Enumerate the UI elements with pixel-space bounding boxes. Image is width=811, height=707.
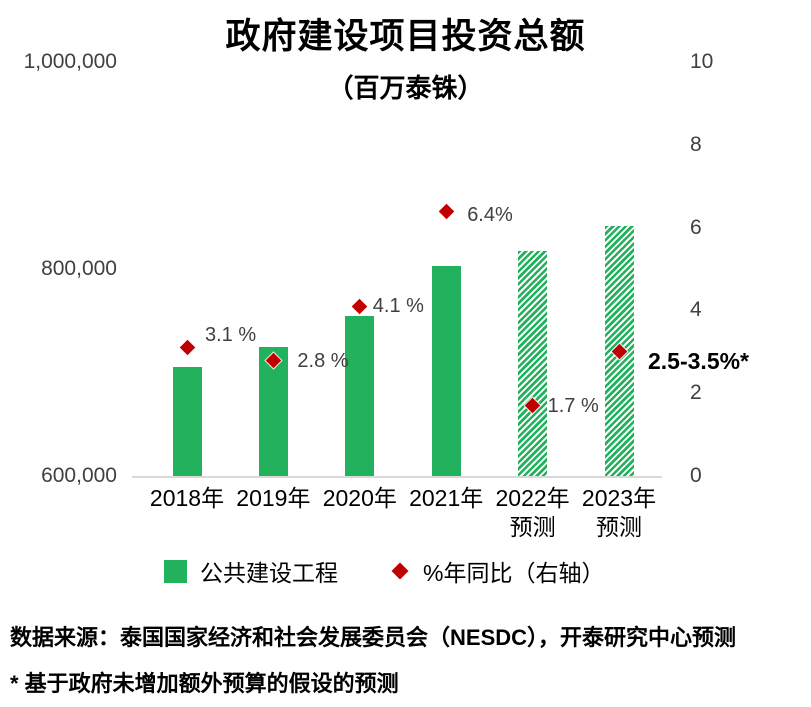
green-square-icon	[164, 559, 187, 583]
legend-item-public-construction: 公共建设工程	[164, 554, 338, 588]
x-axis-line	[132, 476, 662, 478]
chart-title: 政府建设项目投资总额	[225, 17, 586, 56]
yoy-diamond-2020	[352, 298, 368, 315]
data-source-text: 数据来源：泰国国家经济和社会发展委员会（NESDC），开泰研究中心预测	[10, 625, 737, 650]
right-axis-tick-4: 4	[690, 298, 702, 322]
chart-subtitle: （百万泰铢）	[327, 73, 484, 103]
x-label-forecast: 预测	[596, 514, 642, 540]
x-axis-label-2018: 2018年	[131, 484, 243, 513]
x-axis-label-2020: 2020年	[304, 484, 416, 513]
legend-label-yoy: %年同比（右轴）	[423, 560, 605, 586]
x-axis-label-2021: 2021年	[390, 484, 502, 513]
red-diamond-icon	[391, 562, 409, 580]
legend: 公共建设工程 %年同比（右轴）	[164, 554, 604, 588]
legend-item-yoy: %年同比（右轴）	[388, 554, 604, 588]
x-label-forecast: 预测	[509, 514, 556, 540]
x-label-year: 2020年	[322, 485, 397, 511]
bar-2022	[518, 251, 548, 476]
bar-2019	[258, 346, 288, 476]
x-axis-label-2019: 2019年	[217, 484, 329, 513]
right-axis-tick-6: 6	[690, 215, 702, 239]
yoy-label-2018: 3.1 %	[205, 323, 257, 346]
yoy-label-2022: 1.7 %	[547, 394, 599, 417]
yoy-label-2023: 2.5-3.5%*	[648, 347, 750, 374]
legend-label-public-construction: 公共建设工程	[200, 560, 338, 586]
x-label-year: 2023年	[581, 485, 657, 511]
bar-2021	[431, 265, 461, 476]
x-label-year: 2018年	[149, 485, 225, 511]
x-axis-label-2023: 2023年预测	[563, 484, 675, 542]
left-axis-tick-1000000: 1,000,000	[23, 50, 117, 73]
right-axis-tick-2: 2	[690, 381, 702, 405]
footnote-text: * 基于政府未增加额外预算的假设的预测	[10, 671, 399, 696]
left-axis-tick-600000: 600,000	[41, 464, 117, 487]
left-axis-tick-800000: 800,000	[41, 257, 117, 280]
yoy-diamond-2018	[179, 339, 195, 356]
x-label-year: 2019年	[236, 485, 311, 511]
yoy-diamond-2021	[438, 203, 454, 219]
bar-2018	[172, 367, 202, 476]
right-axis-tick-0: 0	[690, 464, 702, 487]
yoy-label-2021: 6.4%	[467, 204, 513, 227]
x-axis-label-2022: 2022年预测	[477, 484, 589, 542]
x-label-year: 2021年	[409, 485, 484, 511]
yoy-label-2020: 4.1 %	[372, 295, 424, 318]
right-axis-tick-8: 8	[690, 132, 702, 156]
right-axis-tick-10: 10	[690, 50, 714, 73]
x-label-year: 2022年	[495, 485, 570, 511]
yoy-label-2019: 2.8 %	[297, 350, 349, 373]
bar-2020	[345, 315, 375, 476]
